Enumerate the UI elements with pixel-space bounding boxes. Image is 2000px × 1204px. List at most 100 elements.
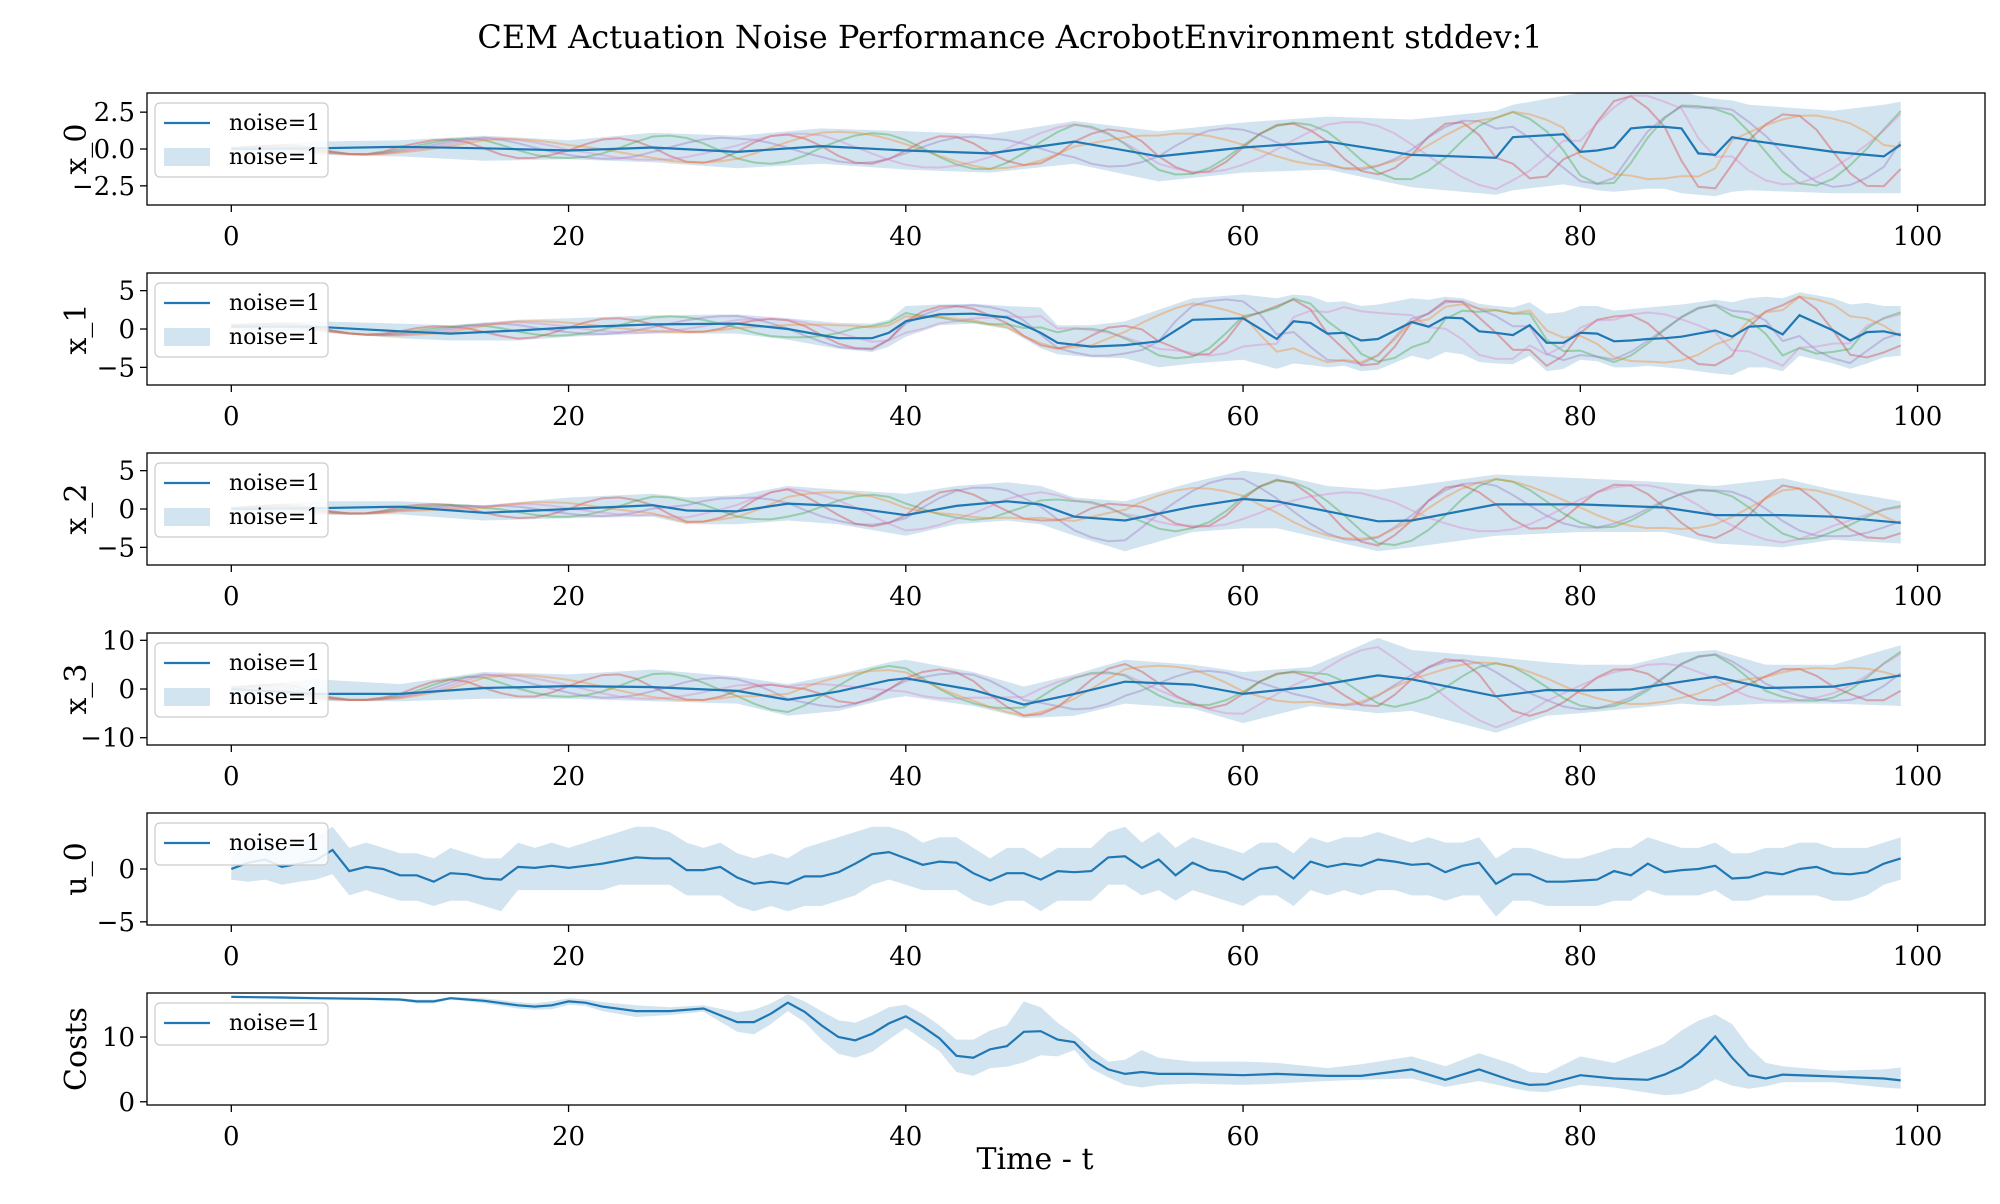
trajectory-line (231, 295, 1902, 368)
plot-area (231, 292, 1902, 375)
trajectory-line (231, 104, 1902, 187)
y-tick-label: −5 (97, 353, 135, 383)
y-tick-label: 0 (118, 495, 135, 525)
std-band (231, 93, 1901, 197)
trajectory-line (231, 661, 1901, 717)
x-tick-label: 80 (1564, 402, 1597, 432)
y-axis-label: x_0 (59, 123, 94, 174)
x-tick-label: 80 (1564, 582, 1597, 612)
trajectory-line (231, 105, 1902, 188)
plot-area (231, 470, 1902, 552)
legend-box (154, 822, 329, 866)
x-tick-label: 100 (1893, 222, 1943, 252)
subplot-u-0: −5 0 0 20 40 60 80 100 u_0 noise=1 (59, 812, 1986, 972)
legend: noise=1 noise=1 (154, 642, 329, 718)
x-tick-label: 60 (1227, 222, 1260, 252)
y-tick-label: 0.0 (94, 135, 135, 165)
legend-label: noise=1 (229, 471, 320, 496)
subplot-x-0: −2.5 0.0 2.5 0 20 40 60 80 100 x_0 noise=1 noise=1 (59, 92, 1986, 252)
legend-box (154, 102, 329, 178)
trajectory-line (231, 477, 1902, 540)
x-tick-label: 60 (1227, 762, 1260, 792)
plot-area (230, 826, 1902, 917)
x-tick-label: 20 (552, 1122, 585, 1152)
legend-label: noise=1 (229, 831, 320, 856)
mean-line (231, 497, 1901, 524)
legend-label: noise=1 (229, 325, 320, 350)
legend-label: noise=1 (229, 291, 320, 316)
legend-box (154, 1002, 329, 1046)
subplot-x-2: −5 0 5 0 20 40 60 80 100 x_2 noise=1 noise=1 (59, 452, 1986, 612)
x-tick-label: 20 (552, 942, 585, 972)
y-tick-label: −10 (80, 724, 135, 754)
x-tick-label: 60 (1227, 582, 1260, 612)
std-band (231, 470, 1901, 552)
x-tick-label: 80 (1564, 1122, 1597, 1152)
legend: noise=1 noise=1 (154, 102, 329, 178)
y-tick-label: 0 (118, 855, 135, 885)
legend: noise=1 noise=1 (154, 462, 329, 538)
legend-box (154, 282, 329, 358)
y-tick-label: 0 (118, 1088, 135, 1118)
legend: noise=1 (154, 822, 329, 866)
std-band (231, 292, 1901, 375)
mean-line (230, 848, 1902, 886)
x-tick-label: 20 (552, 762, 585, 792)
legend: noise=1 noise=1 (154, 282, 329, 358)
x-tick-label: 80 (1564, 942, 1597, 972)
trajectory-line (231, 298, 1902, 366)
y-tick-label: 10 (102, 626, 135, 656)
y-tick-label: 5 (118, 277, 135, 307)
std-band (231, 637, 1901, 733)
legend-label: noise=1 (229, 111, 320, 136)
y-tick-label: −5 (97, 533, 135, 563)
legend-box (154, 642, 329, 718)
trajectory-line (231, 95, 1902, 190)
trajectory-line (231, 478, 1901, 547)
figure-title: CEM Actuation Noise Performance AcrobotE… (477, 18, 1542, 56)
x-tick-label: 40 (889, 762, 922, 792)
x-tick-label: 40 (889, 942, 922, 972)
y-axis-label: Costs (59, 1007, 94, 1091)
trajectory-line (231, 295, 1902, 364)
axes-frame (146, 992, 1986, 1106)
trajectory-line (231, 94, 1902, 191)
x-tick-label: 0 (223, 942, 240, 972)
trajectory-line (231, 658, 1902, 717)
legend-label: noise=1 (229, 651, 320, 676)
trajectory-line (231, 483, 1901, 544)
x-tick-label: 0 (223, 1122, 240, 1152)
y-tick-label: 0 (118, 315, 135, 345)
legend-band-swatch (164, 328, 210, 346)
x-tick-label: 100 (1893, 402, 1943, 432)
y-axis-label: x_3 (59, 663, 94, 714)
x-tick-label: 100 (1893, 582, 1943, 612)
trajectory-line (231, 645, 1902, 729)
legend-band-swatch (164, 508, 210, 526)
legend-box (154, 462, 329, 538)
legend-label: noise=1 (229, 685, 320, 710)
x-tick-label: 40 (889, 222, 922, 252)
legend: noise=1 (154, 1002, 329, 1046)
trajectory-line (231, 650, 1902, 714)
x-tick-label: 60 (1227, 942, 1260, 972)
plot-area (231, 994, 1901, 1096)
x-tick-label: 20 (552, 402, 585, 432)
mean-line (231, 125, 1902, 159)
x-tick-label: 20 (552, 222, 585, 252)
x-tick-label: 40 (889, 582, 922, 612)
y-tick-label: 5 (118, 457, 135, 487)
subplot-x-1: −5 0 5 0 20 40 60 80 100 x_1 noise=1 noise=1 (59, 272, 1986, 432)
mean-line (231, 995, 1901, 1087)
y-axis-label: x_1 (59, 303, 94, 354)
mean-line (231, 312, 1901, 348)
mean-line (231, 674, 1901, 706)
x-tick-label: 0 (223, 582, 240, 612)
x-tick-label: 40 (889, 1122, 922, 1152)
x-tick-label: 80 (1564, 222, 1597, 252)
